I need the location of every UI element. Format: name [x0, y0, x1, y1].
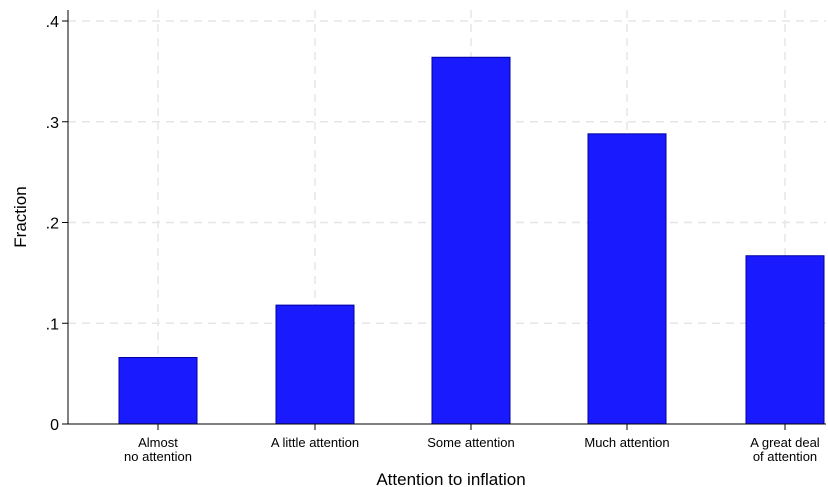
- bars: [118, 56, 825, 425]
- x-axis-title: Attention to inflation: [376, 470, 525, 487]
- y-tick-label: 0: [50, 417, 59, 434]
- axes: [67, 10, 826, 425]
- x-tick-label: Almost no attention: [124, 435, 192, 464]
- x-tick-label: Some attention: [427, 435, 514, 450]
- x-tick-label: A great deal of attention: [750, 435, 819, 464]
- bar: [275, 304, 355, 425]
- y-tick-label: .3: [46, 115, 59, 132]
- y-ticks: 0 .1 .2 .3 .4: [46, 14, 68, 434]
- y-tick-label: .1: [46, 316, 59, 333]
- bar: [587, 133, 667, 425]
- bar: [431, 56, 511, 425]
- x-ticks: Almost no attention A little attention Some…: [124, 424, 820, 464]
- y-tick-label: .2: [46, 216, 59, 233]
- y-tick-label: .4: [46, 14, 59, 31]
- y-axis-title: Fraction: [11, 186, 30, 247]
- bar: [745, 255, 825, 425]
- bar: [118, 357, 198, 425]
- x-tick-label: Much attention: [584, 435, 669, 450]
- x-tick-label: A little attention: [271, 435, 359, 450]
